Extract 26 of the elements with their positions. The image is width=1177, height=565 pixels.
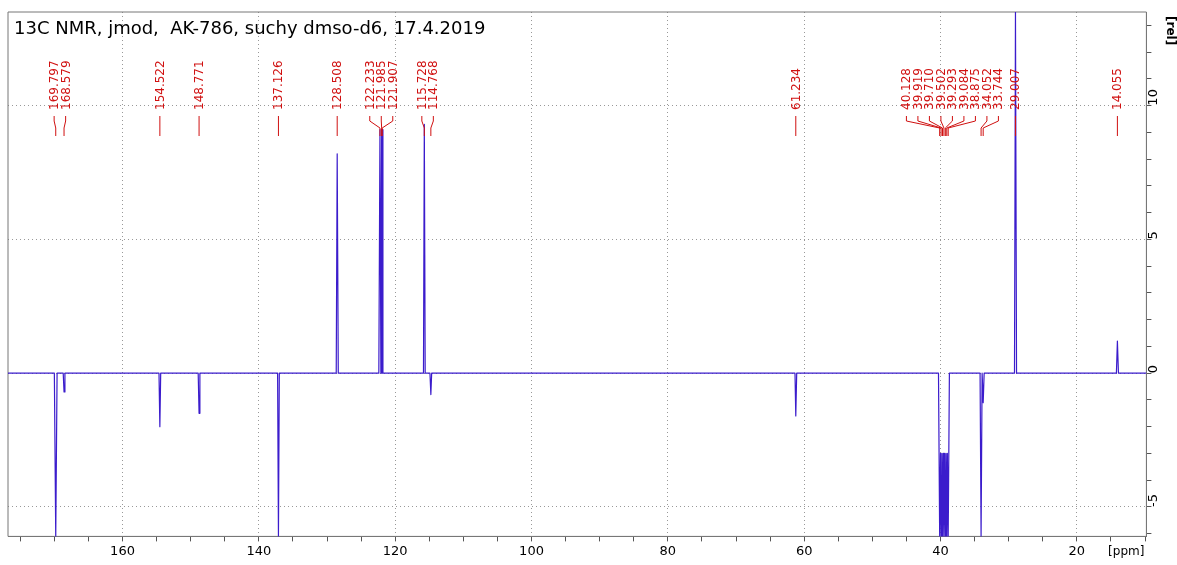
annotation: 33.744 [991, 68, 1006, 110]
y-tick-label: 10 [1144, 89, 1160, 106]
x-tick-label: 100 [519, 542, 544, 558]
x-tick-label: 160 [110, 542, 135, 558]
annotation: 154.522 [152, 60, 167, 110]
annotation: 14.055 [1110, 68, 1125, 110]
annotation: 114.768 [426, 60, 441, 110]
x-tick-label: 80 [659, 542, 677, 558]
annotation: 148.771 [192, 60, 207, 110]
annotation: 137.126 [271, 60, 286, 110]
y-tick-label: -5 [1144, 494, 1160, 507]
y-tick-label: 0 [1144, 364, 1160, 374]
annotation: 29.007 [1008, 68, 1023, 110]
x-tick-label: 40 [932, 542, 949, 558]
annotation: 61.234 [788, 68, 803, 110]
x-tick-label: 60 [795, 542, 813, 558]
y-tick-label: 5 [1144, 231, 1160, 240]
x-tick-label: 20 [1068, 542, 1086, 558]
y-axis-title: [rel] [1164, 16, 1177, 46]
x-axis-title: [ppm] [1108, 543, 1145, 558]
x-tick-label: 120 [382, 542, 408, 558]
annotation: 128.508 [330, 60, 345, 110]
annotation: 122.233 [362, 60, 377, 110]
chart-title: 13C NMR, jmod, AK-786, suchy dmso-d6, 17.4.2019 [14, 16, 486, 38]
x-tick-label: 140 [246, 542, 272, 558]
annotation: 115.728 [414, 60, 429, 110]
